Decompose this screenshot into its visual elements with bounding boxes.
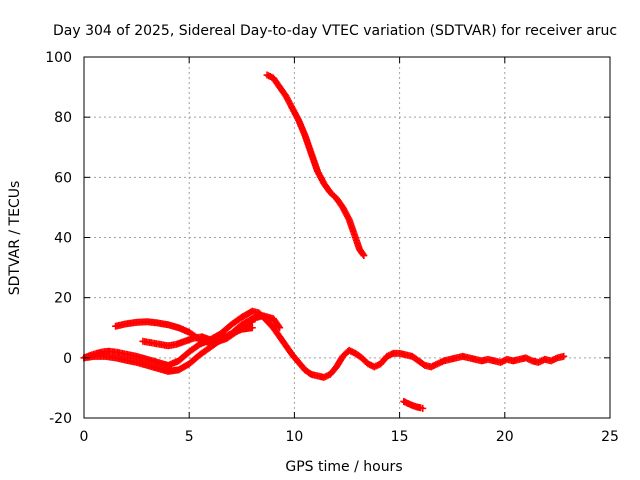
- x-axis-label: GPS time / hours: [285, 459, 402, 475]
- x-tick-label: 5: [185, 429, 194, 445]
- data-point: [248, 324, 256, 332]
- y-tick-label: 80: [54, 110, 72, 126]
- data-point: [275, 322, 283, 330]
- series-arc-low-neg: [400, 397, 427, 412]
- y-tick-label: 40: [54, 231, 72, 247]
- axis-ticks: 0 5 10 15 20 25 -20 0 20 40 60 80 100: [45, 50, 619, 445]
- y-tick-label: 100: [45, 50, 72, 66]
- series-arc-mid-left: [139, 318, 256, 350]
- y-tick-label: -20: [49, 411, 72, 427]
- chart-title: Day 304 of 2025, Sidereal Day-to-day VTE…: [53, 23, 617, 39]
- data-point: [359, 250, 367, 258]
- series-arc-high: [263, 71, 368, 260]
- y-tick-label: 20: [54, 291, 72, 307]
- data-point: [360, 252, 368, 260]
- x-tick-label: 25: [601, 429, 619, 445]
- data-point: [248, 318, 256, 326]
- x-tick-label: 10: [285, 429, 303, 445]
- y-tick-label: 0: [63, 351, 72, 367]
- y-axis-label: SDTVAR / TECUs: [7, 181, 23, 296]
- data-point: [560, 352, 568, 360]
- data-point: [276, 324, 284, 332]
- data-points: [80, 71, 568, 412]
- x-tick-label: 15: [391, 429, 409, 445]
- y-tick-label: 60: [54, 170, 72, 186]
- x-tick-label: 0: [80, 429, 89, 445]
- x-tick-label: 20: [496, 429, 514, 445]
- data-point: [419, 404, 427, 412]
